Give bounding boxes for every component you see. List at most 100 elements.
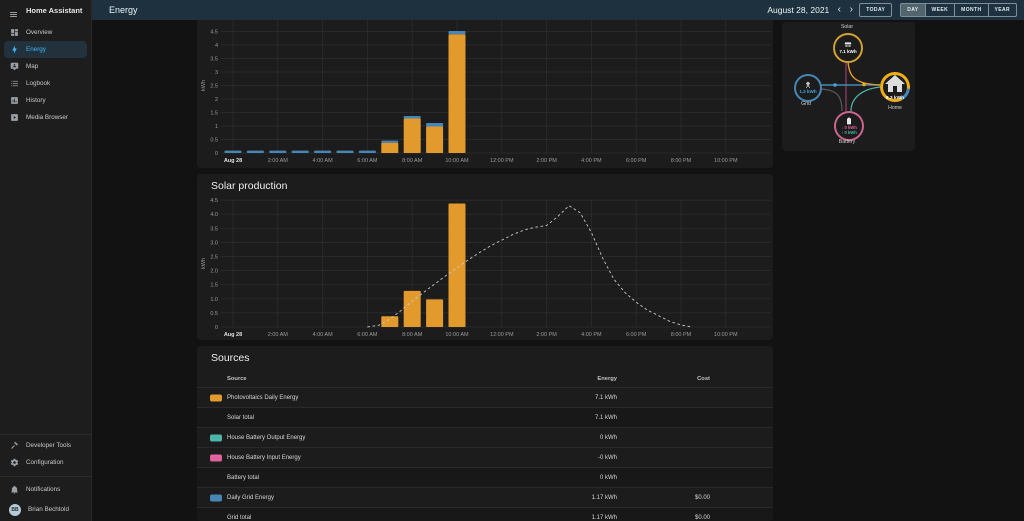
sidebar-item-configuration[interactable]: Configuration: [4, 454, 87, 471]
svg-text:2.5: 2.5: [210, 255, 218, 261]
svg-text:0: 0: [215, 151, 218, 157]
sources-table: Source Energy Cost Photovoltaics Daily E…: [197, 370, 773, 521]
svg-text:4.0: 4.0: [210, 212, 218, 218]
solar-flow-dot: [862, 83, 866, 87]
sidebar-menu: OverviewEnergyMap Logbook HistoryMedia Bro…: [0, 24, 91, 126]
sidebar-item-developer-tools[interactable]: Developer Tools: [4, 437, 87, 454]
sidebar-item-energy[interactable]: Energy: [4, 41, 87, 58]
svg-text:4.5: 4.5: [210, 30, 218, 36]
svg-text:10:00 PM: 10:00 PM: [714, 158, 738, 164]
svg-text:8:00 AM: 8:00 AM: [402, 158, 423, 164]
sidebar-item-media-browser[interactable]: Media Browser: [4, 109, 87, 126]
svg-text:1.5: 1.5: [210, 283, 218, 289]
sidebar-item-overview[interactable]: Overview: [4, 24, 87, 41]
battery-node-label: Battery: [827, 139, 867, 145]
sidebar-item-profile[interactable]: BB Brian Bechtold: [4, 501, 87, 518]
svg-text:4:00 AM: 4:00 AM: [313, 332, 334, 338]
sidebar-item-logbook[interactable]: Logbook: [4, 75, 87, 92]
home-node[interactable]: 8.3 kWh: [880, 72, 910, 102]
grid-node[interactable]: 1.2 kWh: [794, 74, 822, 102]
card-title: Sources: [211, 352, 250, 364]
user-name: Brian Bechtold: [28, 506, 69, 513]
svg-text:4:00 AM: 4:00 AM: [313, 158, 334, 164]
sidebar-header: Home Assistant: [0, 0, 91, 20]
table-row[interactable]: Grid total1.17 kWh$0.00: [197, 507, 773, 521]
range-button-year[interactable]: YEAR: [989, 3, 1018, 17]
range-button-month[interactable]: MONTH: [955, 3, 988, 17]
sidebar-item-label: Logbook: [26, 80, 50, 87]
energy-value: 1.17 kWh: [592, 495, 617, 501]
series-color-swatch: [210, 494, 222, 501]
svg-text:2: 2: [215, 97, 218, 103]
svg-text:Aug 28: Aug 28: [224, 332, 242, 338]
table-row[interactable]: House Battery Input Energy-0 kWh: [197, 447, 773, 467]
svg-text:10:00 PM: 10:00 PM: [714, 332, 738, 338]
solar-value: 7.1 kWh: [839, 49, 856, 55]
energy-value: 7.1 kWh: [595, 415, 617, 421]
source-label: Grid total: [227, 515, 251, 521]
svg-text:8:00 PM: 8:00 PM: [671, 158, 692, 164]
energy-value: 7.1 kWh: [595, 395, 617, 401]
source-label: Photovoltaics Daily Energy: [227, 395, 298, 401]
table-row[interactable]: Photovoltaics Daily Energy 7.1 kWh: [197, 387, 773, 407]
date-label: August 28, 2021: [767, 5, 829, 15]
svg-text:2.5: 2.5: [210, 84, 218, 90]
table-row[interactable]: Battery total0 kWh: [197, 467, 773, 487]
sidebar-item-label: Configuration: [26, 459, 63, 466]
energy-value: 0 kWh: [600, 475, 617, 481]
solar-node[interactable]: 7.1 kWh: [833, 33, 863, 63]
svg-text:2.0: 2.0: [210, 269, 218, 275]
solar-production-card: Solar production 00.51.01.52.02.53.03.54…: [197, 174, 773, 340]
table-row[interactable]: House Battery Output Energy0 kWh: [197, 427, 773, 447]
gear-icon: [10, 458, 19, 467]
source-label: Daily Grid Energy: [227, 495, 274, 501]
history-icon: [10, 96, 19, 105]
svg-text:kWh: kWh: [201, 258, 207, 269]
svg-text:kWh: kWh: [201, 80, 207, 91]
sidebar: Home Assistant OverviewEnergyMap Logbook H…: [0, 0, 92, 521]
column-header-source: Source: [227, 376, 247, 382]
range-button-day[interactable]: DAY: [900, 3, 925, 17]
sidebar-item-map[interactable]: Map: [4, 58, 87, 75]
energy-usage-chart[interactable]: 00.511.522.533.544.55Aug 282:00 AM4:00 A…: [197, 0, 773, 168]
sidebar-divider: [0, 434, 91, 435]
table-row[interactable]: Daily Grid Energy 1.17 kWh $0.00: [197, 487, 773, 507]
sidebar-item-history[interactable]: History: [4, 92, 87, 109]
solar-production-chart[interactable]: 00.51.01.52.02.53.03.54.04.5Aug 282:00 A…: [197, 174, 773, 340]
menu-icon[interactable]: [9, 6, 18, 15]
svg-text:10:00 AM: 10:00 AM: [445, 158, 469, 164]
transmission-tower-icon: [804, 81, 812, 89]
home-value: 8.3 kWh: [886, 96, 904, 102]
svg-text:6:00 PM: 6:00 PM: [626, 158, 647, 164]
energy-distribution-card: Solar 7.1 kWh 1.2 kWh Grid 8.3 kWh Home …: [782, 22, 915, 151]
sidebar-divider: [0, 476, 91, 477]
prev-date-button[interactable]: ‹: [835, 5, 843, 15]
grid-node-label: Grid: [786, 101, 826, 107]
svg-text:8:00 AM: 8:00 AM: [402, 332, 423, 338]
svg-text:3.5: 3.5: [210, 57, 218, 63]
svg-text:1.0: 1.0: [210, 297, 218, 303]
cost-value: $0.00: [695, 495, 710, 501]
energy-value: 1.17 kWh: [592, 515, 617, 521]
svg-text:0.5: 0.5: [210, 311, 218, 317]
svg-text:3: 3: [215, 70, 218, 76]
sources-card: Sources Source Energy Cost Photovoltaics…: [197, 346, 773, 521]
map-icon: [10, 62, 19, 71]
solar-panel-icon: [844, 41, 852, 49]
energy-value: 0 kWh: [600, 435, 617, 441]
battery-node[interactable]: ↓ 0 kWh ↑ 0 kWh: [834, 111, 864, 141]
next-date-button[interactable]: ›: [847, 5, 855, 15]
range-button-group: DAYWEEKMONTHYEAR: [900, 3, 1017, 17]
sidebar-bottom-menu: Developer Tools Configuration: [0, 437, 91, 471]
series-color-swatch: [210, 394, 222, 401]
svg-text:2:00 AM: 2:00 AM: [268, 332, 289, 338]
sidebar-item-notifications[interactable]: Notifications: [4, 481, 87, 498]
media-browser-icon: [10, 113, 19, 122]
today-button[interactable]: TODAY: [859, 3, 892, 17]
home-node-label: Home: [875, 105, 915, 111]
svg-text:4:00 PM: 4:00 PM: [581, 158, 602, 164]
range-button-week[interactable]: WEEK: [926, 3, 956, 17]
battery-icon: [845, 117, 853, 125]
svg-text:10:00 AM: 10:00 AM: [445, 332, 469, 338]
table-row[interactable]: Solar total7.1 kWh: [197, 407, 773, 427]
